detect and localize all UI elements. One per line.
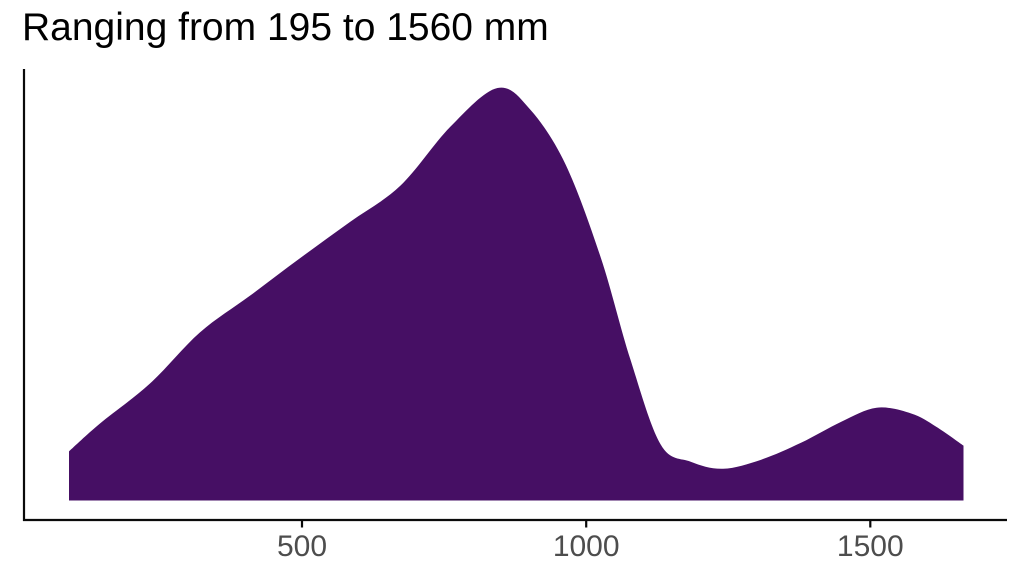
x-axis-tick-labels: 500 1000 1500 — [277, 530, 904, 563]
x-tick-label: 1000 — [553, 530, 620, 563]
x-tick-label: 500 — [277, 530, 327, 563]
x-tick-label: 1500 — [837, 530, 904, 563]
density-area — [69, 87, 964, 501]
x-axis-ticks — [300, 520, 872, 528]
chart-title: Ranging from 195 to 1560 mm — [22, 6, 549, 49]
